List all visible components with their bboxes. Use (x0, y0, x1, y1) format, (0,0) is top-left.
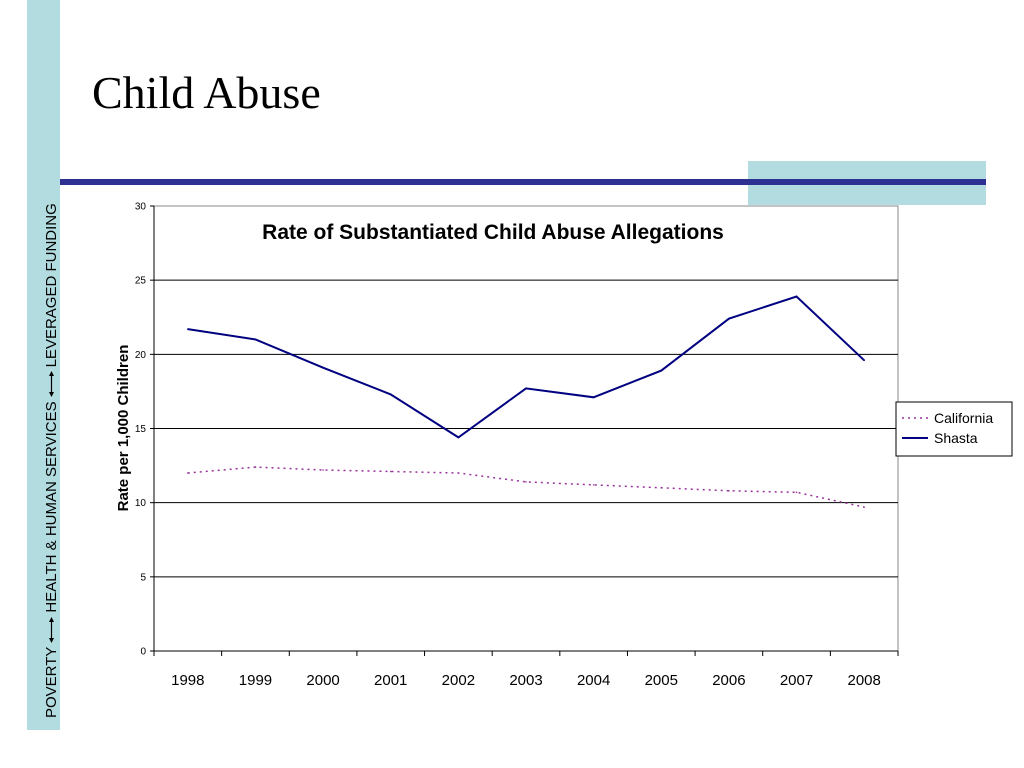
data-point-shasta (728, 317, 730, 320)
data-point-california (389, 470, 392, 473)
y-tick-label: 30 (135, 202, 147, 213)
title-rule (60, 179, 986, 185)
x-tick-label: 2008 (847, 672, 880, 689)
data-point-california (795, 491, 798, 494)
y-tick-label: 15 (135, 424, 147, 435)
data-point-shasta (660, 369, 663, 372)
y-tick-label: 10 (135, 498, 147, 509)
x-tick-label: 2002 (442, 672, 475, 689)
data-point-shasta (525, 387, 527, 390)
data-point-shasta (254, 338, 257, 341)
data-point-california (187, 472, 189, 474)
y-tick-label: 25 (135, 276, 147, 287)
x-tick-label: 2004 (577, 672, 610, 689)
data-point-shasta (322, 366, 324, 369)
y-tick-label: 0 (140, 647, 146, 658)
data-point-shasta (592, 396, 595, 399)
data-point-california (457, 472, 460, 474)
x-tick-label: 2005 (645, 672, 678, 689)
x-tick-label: 2007 (780, 672, 813, 689)
data-point-shasta (457, 436, 460, 439)
x-tick-label: 2000 (306, 672, 339, 689)
data-point-shasta (389, 393, 392, 396)
data-point-california (322, 469, 324, 471)
legend-label-california: California (934, 410, 993, 426)
data-point-shasta (795, 295, 798, 298)
x-tick-label: 1998 (171, 672, 204, 689)
data-point-california (592, 484, 595, 486)
sidebar-band (27, 0, 60, 730)
data-point-california (525, 481, 527, 483)
series-line-california (187, 466, 865, 508)
sidebar-nav: POVERTY HEALTH & HUMAN SERVICES LEVERAGE… (43, 203, 60, 718)
data-point-california (728, 490, 730, 492)
legend-label-shasta: Shasta (934, 430, 978, 446)
data-point-shasta (187, 328, 189, 330)
x-tick-label: 2003 (509, 672, 542, 689)
legend-box (895, 401, 1013, 457)
data-point-california (254, 466, 257, 468)
x-tick-label: 2001 (374, 672, 407, 689)
y-tick-label: 5 (140, 572, 146, 583)
series-line-shasta (187, 295, 865, 439)
slide-title: Child Abuse (92, 67, 321, 118)
chart-title: Rate of Substantiated Child Abuse Allega… (262, 221, 724, 244)
y-tick-label: 20 (135, 350, 147, 361)
y-axis-label: Rate per 1,000 Children (115, 345, 132, 512)
data-point-california (863, 506, 865, 508)
data-point-shasta (863, 359, 865, 362)
double-arrow-icon (49, 371, 54, 398)
data-point-california (660, 487, 663, 489)
x-tick-label: 2006 (712, 672, 745, 689)
x-tick-label: 1999 (239, 672, 272, 689)
double-arrow-icon (49, 616, 54, 643)
